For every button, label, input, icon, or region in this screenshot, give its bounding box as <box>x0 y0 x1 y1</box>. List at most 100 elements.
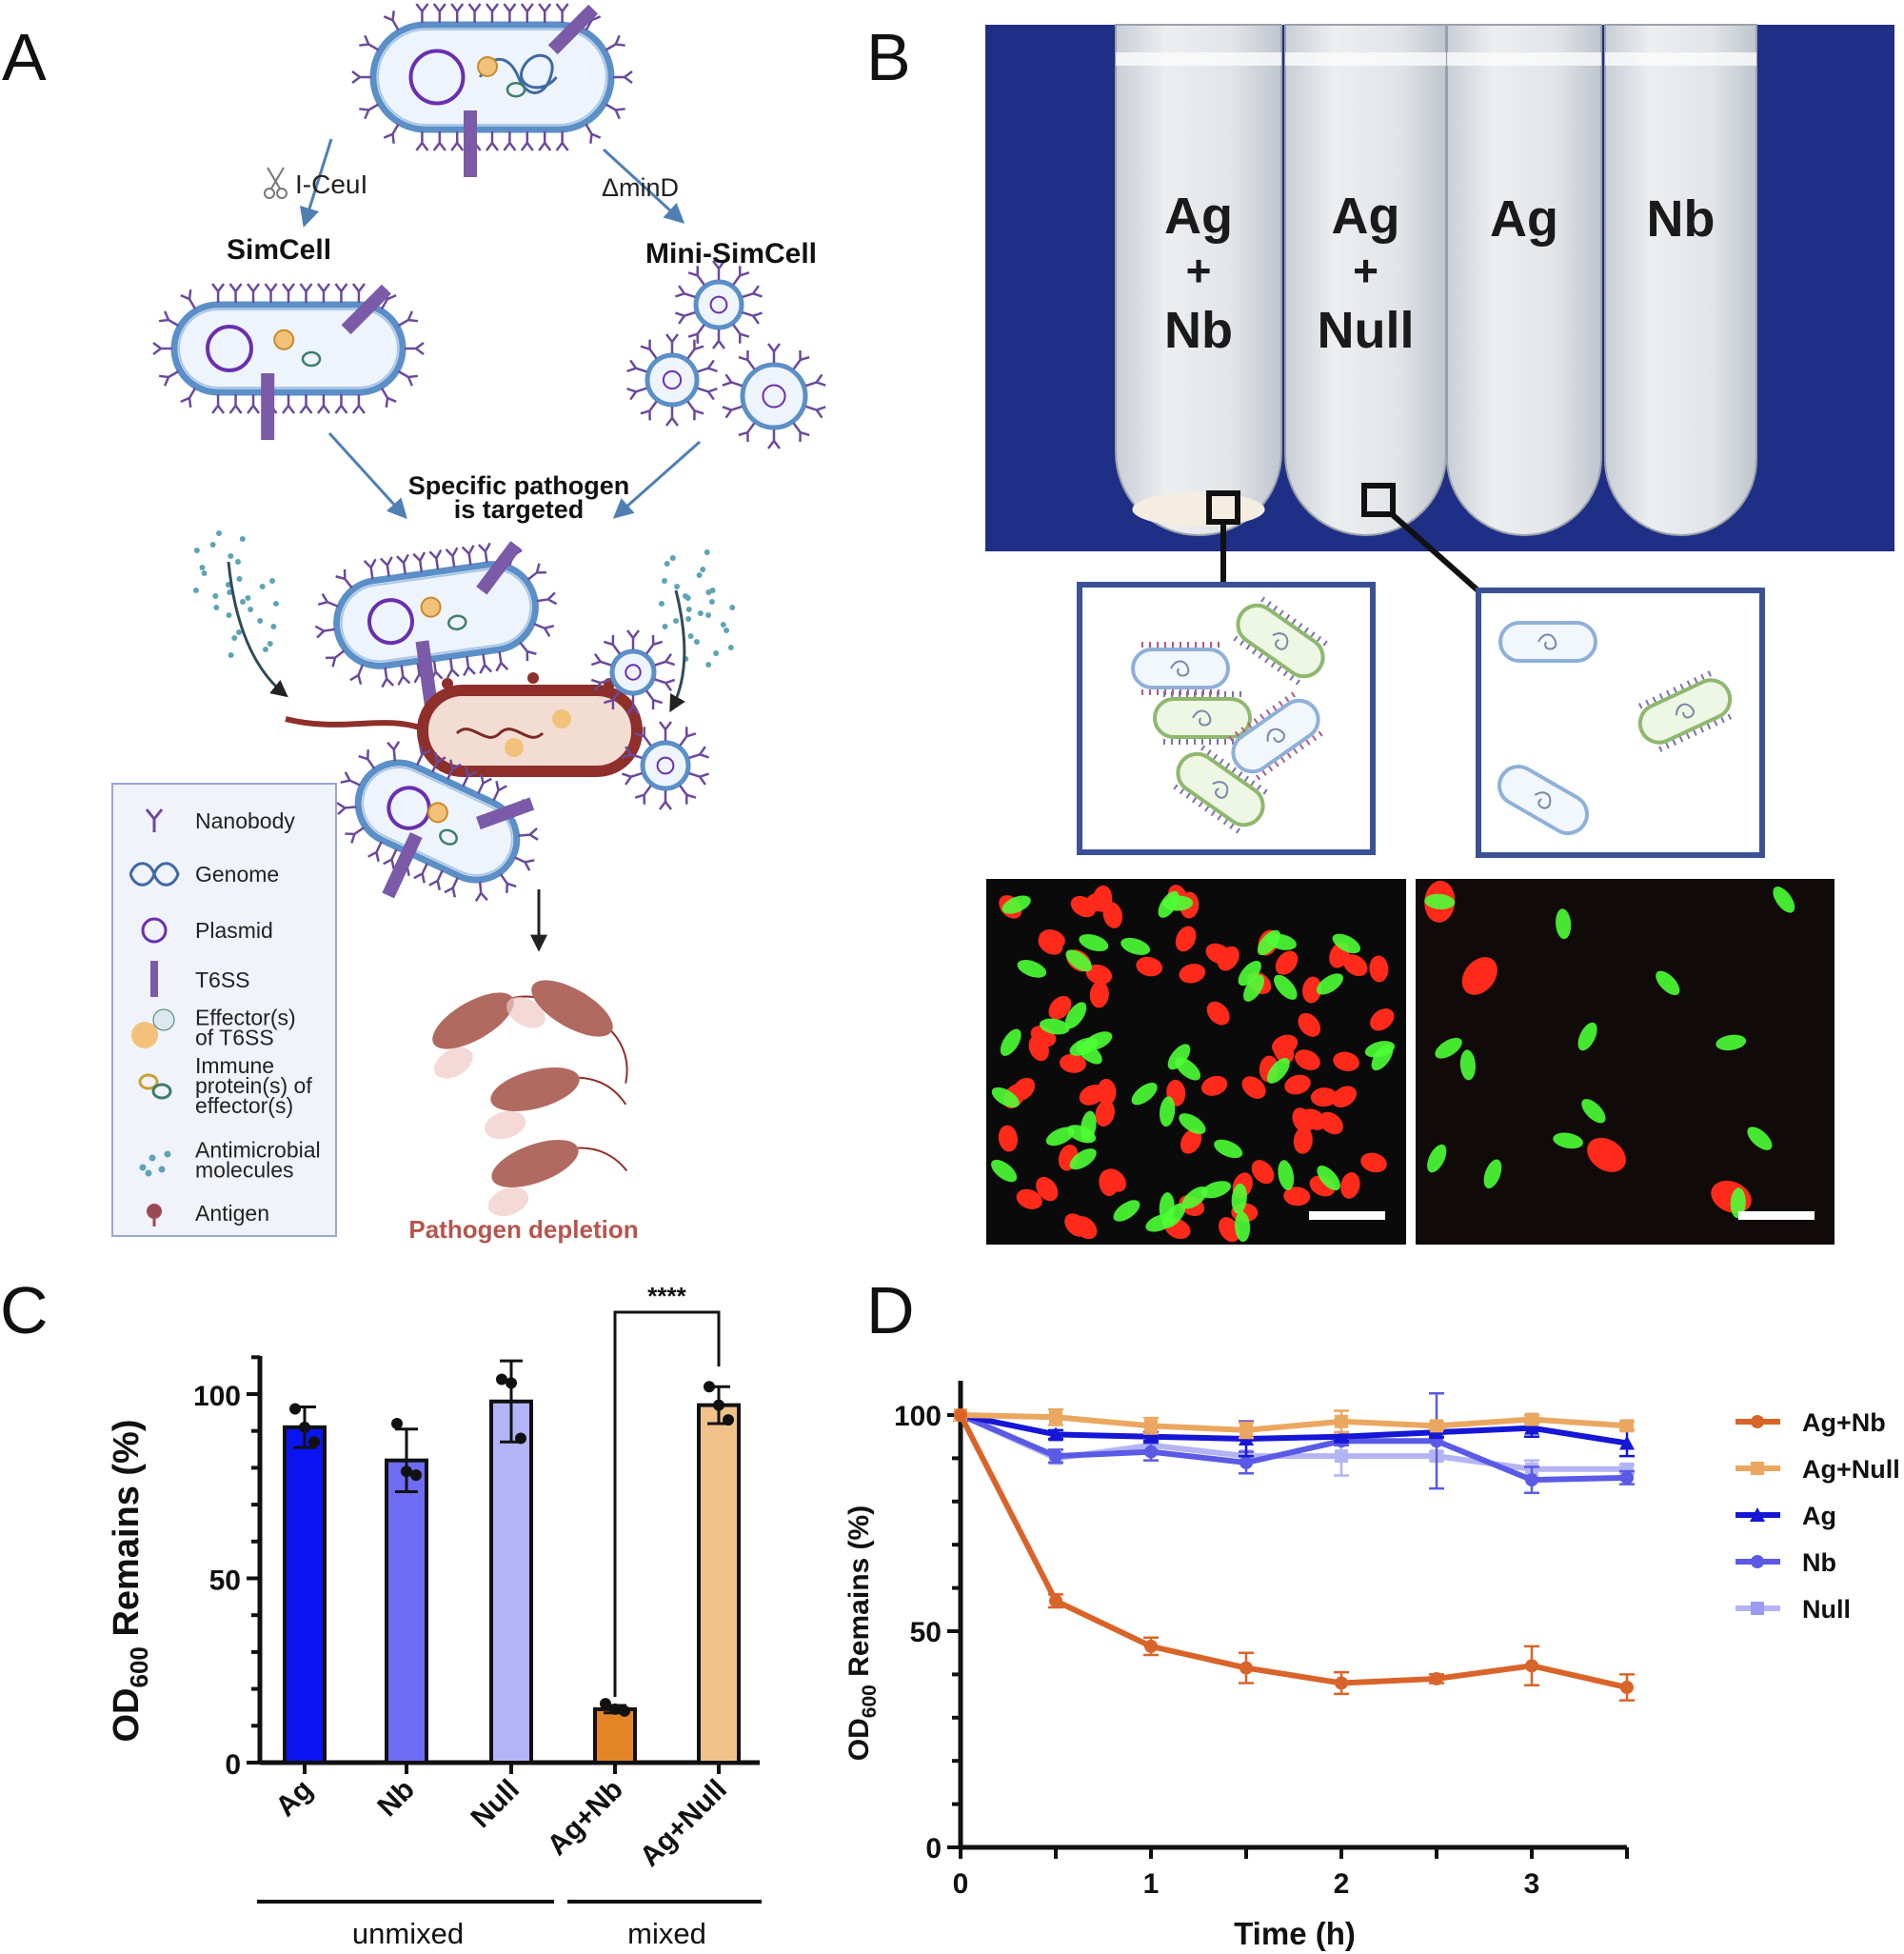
nanobody-stroke <box>383 848 398 869</box>
tube: Nb <box>1604 24 1757 536</box>
nanobody-icon <box>613 70 633 84</box>
nanobody-stroke <box>518 827 539 841</box>
nanobody-icon <box>359 103 380 120</box>
antimicrobial-icon <box>659 601 665 607</box>
antimicrobial-icon <box>696 572 703 578</box>
nanobody-stroke <box>767 429 781 449</box>
antimicrobial-icon <box>139 1150 171 1177</box>
red-cell <box>1332 1086 1358 1107</box>
series-line <box>959 1412 1628 1484</box>
antigen-icon <box>527 672 539 684</box>
legend-label: Immune <box>195 1053 274 1078</box>
surface-protein <box>1252 648 1258 655</box>
lysis-debris <box>487 1186 529 1217</box>
red-cell <box>1089 981 1109 1008</box>
marker-circle <box>954 1408 967 1422</box>
nanobody-icon <box>467 3 482 23</box>
depleted-pathogen <box>485 1067 627 1140</box>
nanobody-icon <box>340 771 361 787</box>
antimicrobial-icon <box>693 639 700 645</box>
cell-body <box>1497 765 1589 835</box>
surface-protein <box>1243 775 1249 782</box>
micrograph-dispersed <box>1416 879 1835 1245</box>
nanobody-icon <box>180 289 197 310</box>
nanobody-icon <box>686 400 704 421</box>
glyph <box>158 1166 166 1173</box>
y-axis-label: OD600 Remains (%) <box>107 1419 153 1742</box>
nanobody-stroke <box>688 746 710 760</box>
nanobody-stroke <box>603 689 621 710</box>
surface-protein <box>1264 657 1270 664</box>
nanobody-stroke <box>299 394 313 414</box>
surface-protein <box>1179 788 1184 795</box>
panel-label-a: A <box>2 20 47 94</box>
nanobody-stroke <box>626 359 647 373</box>
green-cell <box>1730 1187 1746 1219</box>
genome-icon <box>479 53 558 94</box>
green-cell <box>1747 1127 1773 1150</box>
surface-protein <box>1250 780 1256 787</box>
nanobody-stroke <box>351 70 371 84</box>
surface-protein <box>1286 752 1292 759</box>
red-cell <box>1179 964 1206 984</box>
x-tick-label: Null <box>466 1774 526 1834</box>
antimicrobial-icon <box>669 555 676 561</box>
surface-protein <box>1310 631 1316 638</box>
scissors-icon <box>264 167 288 199</box>
y-tick-label: 0 <box>925 1833 942 1864</box>
nanobody-stroke <box>415 3 429 23</box>
series-line <box>960 1412 1628 1446</box>
antimicrobial-icon <box>212 593 219 599</box>
marker-circle <box>1620 1470 1634 1485</box>
nanobody-stroke <box>345 826 365 844</box>
surface-protein <box>1706 723 1712 730</box>
membrane <box>740 362 808 430</box>
nanobody-icon <box>526 563 546 581</box>
antimicrobial-icon <box>674 584 681 589</box>
data-point <box>299 1421 310 1433</box>
legend-label: Ag+Null <box>1802 1455 1900 1484</box>
nanobody-stroke <box>654 678 676 692</box>
surface-protein <box>1282 670 1288 677</box>
nanobody-icon <box>180 387 197 409</box>
green-cell <box>991 1159 1018 1183</box>
effector-icon <box>426 802 448 824</box>
curved-arrow <box>227 561 288 698</box>
nanobody-icon <box>145 808 164 832</box>
green-cell <box>1332 933 1361 954</box>
red-cell <box>1273 1038 1295 1064</box>
red-cell <box>1085 964 1113 985</box>
t6ss-icon <box>382 832 423 899</box>
antigen-icon <box>147 1204 162 1226</box>
nanobody-icon <box>282 394 295 414</box>
nanobody-stroke <box>446 658 460 679</box>
bar <box>489 1399 533 1765</box>
nanobody-stroke <box>536 591 558 606</box>
legend-label: Ag+Nb <box>1802 1408 1886 1437</box>
surface-protein <box>1273 605 1279 611</box>
nanobody-icon <box>533 623 555 637</box>
glyph <box>150 961 158 997</box>
nanobody-stroke <box>334 394 348 414</box>
bar <box>697 1403 741 1765</box>
surface-protein <box>1173 784 1179 790</box>
cell-body <box>1176 751 1265 827</box>
green-cell <box>1278 1160 1295 1190</box>
nanobody-stroke <box>316 394 330 414</box>
surface-protein <box>1317 635 1322 642</box>
nanobody-icon <box>383 123 400 144</box>
bar <box>385 1458 428 1765</box>
antimicrobial-icon <box>262 647 268 652</box>
green-cell <box>1039 1018 1070 1035</box>
zoom-marker-2 <box>1361 483 1396 517</box>
nanobody-stroke <box>679 785 697 805</box>
genome <box>1534 791 1552 809</box>
red-cell <box>1293 1127 1313 1154</box>
inner-membrane <box>362 766 513 877</box>
antimicrobial-icon <box>209 542 216 548</box>
surface-protein <box>1700 673 1705 680</box>
x-tick-label: 3 <box>1524 1868 1540 1900</box>
nanobody-icon <box>495 650 509 672</box>
red-cell <box>1587 1137 1626 1172</box>
antigen-icon <box>442 678 453 689</box>
